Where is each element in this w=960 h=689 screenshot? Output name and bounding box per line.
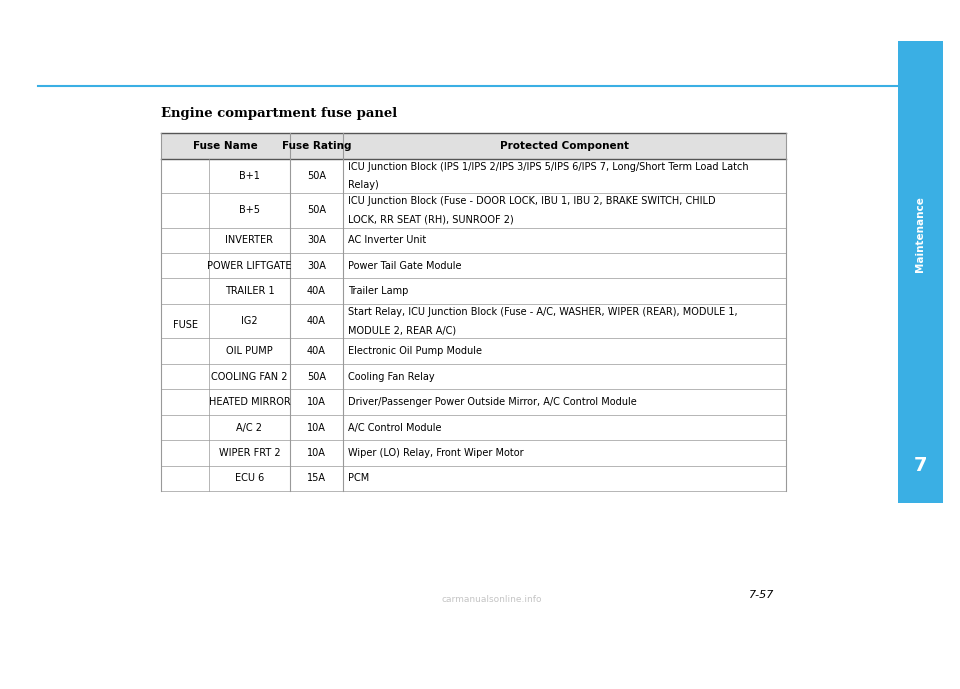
Text: Trailer Lamp: Trailer Lamp <box>348 286 408 296</box>
Text: A/C 2: A/C 2 <box>236 422 262 433</box>
Text: IG2: IG2 <box>241 316 258 326</box>
Text: 15A: 15A <box>307 473 325 484</box>
Text: 30A: 30A <box>307 235 325 245</box>
Text: TRAILER 1: TRAILER 1 <box>225 286 275 296</box>
Text: COOLING FAN 2: COOLING FAN 2 <box>211 371 288 382</box>
Text: 7-57: 7-57 <box>750 590 775 600</box>
Text: ICU Junction Block (Fuse - DOOR LOCK, IBU 1, IBU 2, BRAKE SWITCH, CHILD: ICU Junction Block (Fuse - DOOR LOCK, IB… <box>348 196 715 206</box>
Text: 10A: 10A <box>307 422 325 433</box>
Text: 40A: 40A <box>307 286 325 296</box>
Bar <box>161 133 786 158</box>
Text: 50A: 50A <box>307 171 325 181</box>
Text: HEATED MIRROR: HEATED MIRROR <box>208 397 290 407</box>
Text: A/C Control Module: A/C Control Module <box>348 422 442 433</box>
Text: Start Relay, ICU Junction Block (Fuse - A/C, WASHER, WIPER (REAR), MODULE 1,: Start Relay, ICU Junction Block (Fuse - … <box>348 307 737 317</box>
Text: FUSE: FUSE <box>173 320 198 330</box>
Text: B+5: B+5 <box>239 205 260 215</box>
Text: Relay): Relay) <box>348 180 378 189</box>
Text: Cooling Fan Relay: Cooling Fan Relay <box>348 371 434 382</box>
Text: 10A: 10A <box>307 448 325 458</box>
Text: 50A: 50A <box>307 205 325 215</box>
Text: MODULE 2, REAR A/C): MODULE 2, REAR A/C) <box>348 325 456 335</box>
Text: Engine compartment fuse panel: Engine compartment fuse panel <box>161 107 397 120</box>
Text: Power Tail Gate Module: Power Tail Gate Module <box>348 260 461 271</box>
Text: WIPER FRT 2: WIPER FRT 2 <box>219 448 280 458</box>
Text: PCM: PCM <box>348 473 369 484</box>
Text: OIL PUMP: OIL PUMP <box>227 346 273 356</box>
Text: Wiper (LO) Relay, Front Wiper Motor: Wiper (LO) Relay, Front Wiper Motor <box>348 448 523 458</box>
Text: Fuse Rating: Fuse Rating <box>281 141 351 151</box>
Text: 7: 7 <box>913 455 927 475</box>
Text: Maintenance: Maintenance <box>915 196 925 272</box>
Text: 50A: 50A <box>307 371 325 382</box>
Text: Electronic Oil Pump Module: Electronic Oil Pump Module <box>348 346 482 356</box>
Text: POWER LIFTGATE: POWER LIFTGATE <box>207 260 292 271</box>
Text: 40A: 40A <box>307 316 325 326</box>
Text: carmanualsonline.info: carmanualsonline.info <box>442 595 542 604</box>
Text: 10A: 10A <box>307 397 325 407</box>
Text: LOCK, RR SEAT (RH), SUNROOF 2): LOCK, RR SEAT (RH), SUNROOF 2) <box>348 214 514 224</box>
Text: 40A: 40A <box>307 346 325 356</box>
Text: ECU 6: ECU 6 <box>235 473 264 484</box>
Text: INVERTER: INVERTER <box>226 235 274 245</box>
Text: Driver/Passenger Power Outside Mirror, A/C Control Module: Driver/Passenger Power Outside Mirror, A… <box>348 397 636 407</box>
Text: AC Inverter Unit: AC Inverter Unit <box>348 235 426 245</box>
Text: B+1: B+1 <box>239 171 260 181</box>
Text: 30A: 30A <box>307 260 325 271</box>
Text: ICU Junction Block (IPS 1/IPS 2/IPS 3/IPS 5/IPS 6/IPS 7, Long/Short Term Load La: ICU Junction Block (IPS 1/IPS 2/IPS 3/IP… <box>348 162 748 172</box>
Text: Protected Component: Protected Component <box>500 141 629 151</box>
Text: Fuse Name: Fuse Name <box>193 141 257 151</box>
